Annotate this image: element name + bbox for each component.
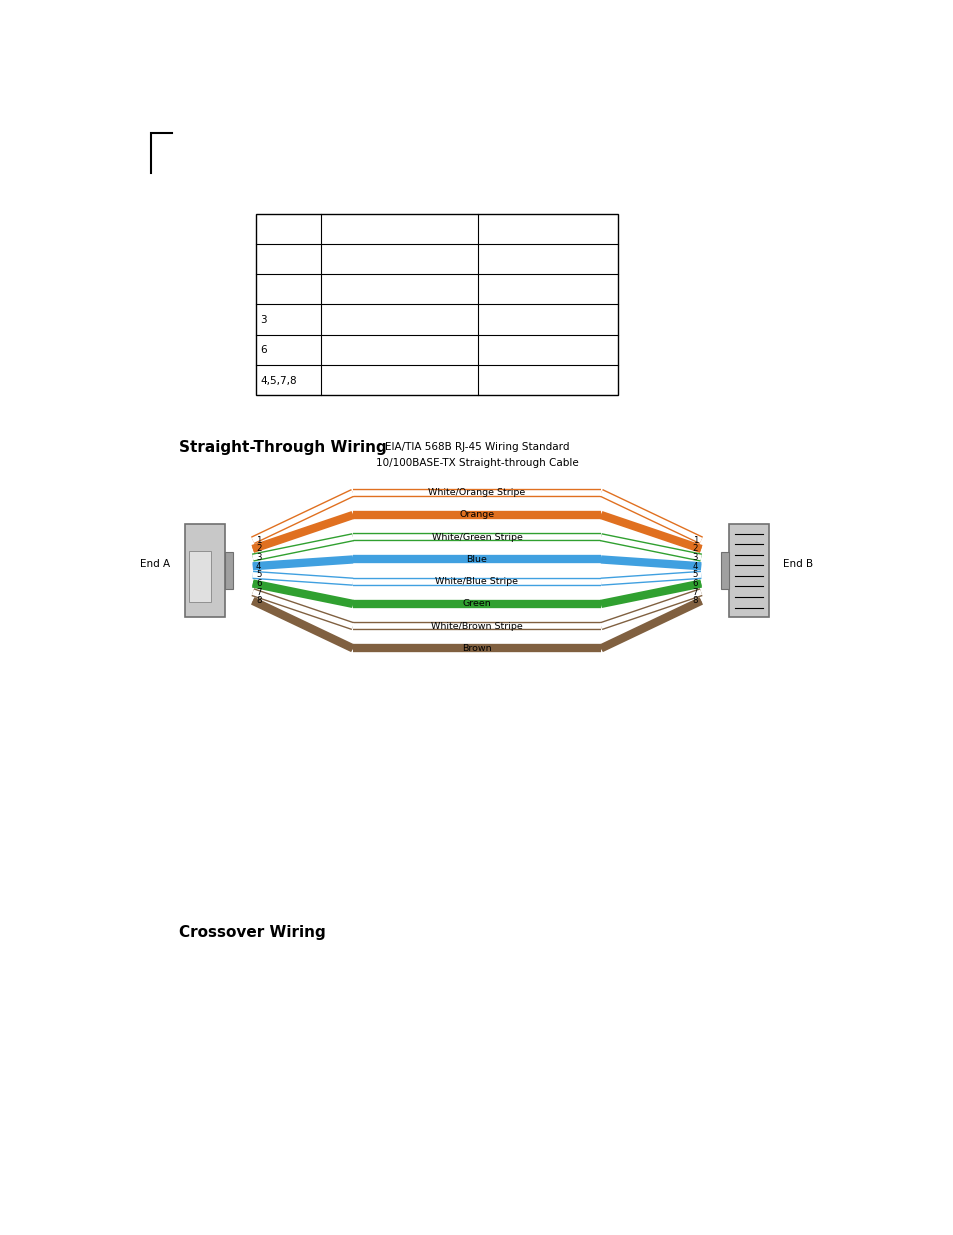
Text: 4,5,7,8: 4,5,7,8 <box>260 375 296 385</box>
Text: End A: End A <box>140 559 171 569</box>
Text: Brown: Brown <box>461 643 492 653</box>
Text: Green: Green <box>462 599 491 609</box>
Text: 6: 6 <box>692 579 698 588</box>
Text: 3: 3 <box>692 553 698 562</box>
Text: 2: 2 <box>692 545 698 553</box>
Text: 8: 8 <box>255 597 261 605</box>
Text: 4: 4 <box>255 562 261 571</box>
Text: 2: 2 <box>255 545 261 553</box>
Text: 4: 4 <box>692 562 698 571</box>
Text: 5: 5 <box>255 571 261 579</box>
Text: Crossover Wiring: Crossover Wiring <box>179 925 326 940</box>
Text: 3: 3 <box>260 315 267 325</box>
Text: 8: 8 <box>692 597 698 605</box>
Bar <box>720 552 728 589</box>
Text: 7: 7 <box>255 588 261 597</box>
Text: White/Brown Stripe: White/Brown Stripe <box>431 621 522 631</box>
Text: 10/100BASE-TX Straight-through Cable: 10/100BASE-TX Straight-through Cable <box>375 458 578 468</box>
Text: 5: 5 <box>692 571 698 579</box>
Bar <box>189 551 211 601</box>
Text: 7: 7 <box>692 588 698 597</box>
Bar <box>225 552 233 589</box>
Text: White/Orange Stripe: White/Orange Stripe <box>428 488 525 498</box>
Text: White/Green Stripe: White/Green Stripe <box>431 532 522 542</box>
Bar <box>185 524 225 616</box>
Bar <box>728 524 768 616</box>
Text: 1: 1 <box>692 536 698 545</box>
Text: 3: 3 <box>255 553 261 562</box>
Text: Orange: Orange <box>459 510 494 520</box>
Text: EIA/TIA 568B RJ-45 Wiring Standard: EIA/TIA 568B RJ-45 Wiring Standard <box>384 442 569 452</box>
Text: White/Blue Stripe: White/Blue Stripe <box>435 577 518 587</box>
Text: End B: End B <box>782 559 813 569</box>
Text: 1: 1 <box>255 536 261 545</box>
Text: 6: 6 <box>260 346 267 356</box>
Text: Blue: Blue <box>466 555 487 564</box>
Text: 6: 6 <box>255 579 261 588</box>
Text: Straight-Through Wiring: Straight-Through Wiring <box>179 440 387 454</box>
Bar <box>255 214 618 395</box>
